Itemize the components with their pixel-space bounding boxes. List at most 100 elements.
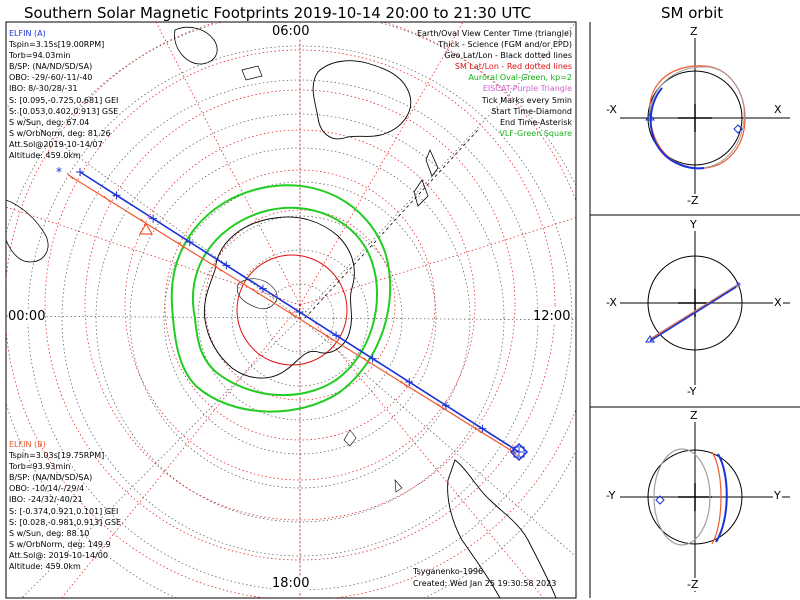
elfin-b-tick-mark	[177, 241, 185, 249]
elfin-a-altitude: Altitude: 459.0km	[9, 151, 81, 161]
ice-shelf-outline	[236, 278, 278, 310]
auroral-oval-outer	[170, 184, 392, 413]
elfin-b-gei: S: [-0.374,0.921,0.101] GEI	[9, 506, 119, 516]
elfin-b-obo: OBO: -10/14/-/29/4	[9, 484, 85, 494]
legend-item: Start Time-Diamond	[491, 106, 572, 116]
elfin-b-header: ELFIN (B)	[9, 440, 46, 449]
sm-inner-circle	[236, 254, 348, 366]
panel1-bottom-label: -Z	[686, 194, 700, 207]
elfin-a-orbit-science	[715, 453, 728, 543]
elfin-b-tspin: Tspin=3.03s[19.75RPM]	[9, 451, 105, 461]
orbit-panel-yz	[620, 420, 790, 592]
australia-outline	[312, 60, 412, 140]
orbit-gray	[653, 448, 711, 546]
elfin-a-orbit	[649, 286, 737, 342]
orbit-panel-xz	[620, 30, 790, 205]
elfin-a-sun-angle: S w/Sun, deg: 67.04	[9, 117, 90, 127]
legend-item: Thick - Science (FGM and/or EPD)	[438, 40, 572, 50]
mlt-label-left: 00:00	[8, 309, 46, 324]
elfin-b-view-center-triangle	[138, 222, 154, 235]
elfin-b-ibo: IBO: -24/32/-40/21	[9, 495, 83, 505]
earth-circle	[647, 255, 743, 351]
elfin-b-tick-mark	[66, 172, 74, 180]
elfin-b-orbit	[711, 451, 722, 545]
island-outline	[241, 65, 263, 81]
elfin-b-tick-mark	[363, 357, 371, 365]
island-outline	[394, 479, 403, 493]
sm-orbit-title: SM orbit	[661, 4, 724, 22]
sm-latitude-circles	[6, 22, 576, 598]
figure-title: Southern Solar Magnetic Footprints 2019-…	[24, 4, 532, 22]
elfin-a-torb: Torb=94.03min	[9, 51, 71, 61]
view-center-triangle	[645, 113, 655, 121]
panel2-right-label: X	[773, 296, 783, 309]
elfin-b-tick-mark	[326, 334, 333, 341]
mlt-label-bottom: 18:00	[272, 576, 310, 591]
view-center-triangle	[645, 335, 655, 343]
panel2-left-label: -X	[605, 296, 618, 309]
elfin-b-track	[66, 172, 519, 457]
elfin-a-start-square	[513, 446, 525, 458]
elfin-b-tick-mark	[252, 288, 259, 295]
legend-item: Tick Marks every 5min	[481, 95, 572, 105]
legend-item: Auroral Oval-Green, kp=2	[468, 73, 572, 83]
elfin-b-altitude: Altitude: 459.0km	[9, 562, 81, 572]
legend-item: EISCAT-Purple Triangle	[482, 84, 572, 94]
elfin-a-ibo: IBO: 8/-30/28/-31	[9, 84, 78, 94]
created-timestamp: Created: Wed Jan 25 19:30:58 2023	[413, 579, 557, 588]
legend-item: End Time-Asterisk	[499, 117, 572, 127]
elfin-a-obo: OBO: -29/-60/-11/-40	[9, 73, 93, 83]
elfin-a-bsp: B/SP: (NA/ND/SD/SA)	[9, 62, 93, 72]
elfin-a-attsol: Att.Sol@2019-10-14/07	[9, 139, 103, 149]
elfin-a-orbit-science	[649, 87, 705, 170]
elfin-b-bsp: B/SP: (NA/ND/SD/SA)	[9, 473, 93, 483]
elfin-b-tick-mark	[289, 311, 296, 318]
panel2-top-label: Y	[689, 218, 698, 231]
island-outline	[343, 429, 357, 447]
elfin-b-tick-mark	[214, 264, 222, 272]
elfin-b-attsol: Att.Sol@: 2019-10-14/00	[9, 550, 108, 560]
south-america-outline	[447, 459, 557, 598]
view-center-line	[304, 129, 479, 319]
start-diamond	[733, 124, 743, 134]
elfin-a-end-asterisk: *	[56, 165, 62, 179]
elfin-a-info: ELFIN (A) Tspin=3.15s[19.00RPM] Torb=94.…	[9, 28, 118, 161]
elfin-b-gse: S: [0.028,-0.981,0.913] GSE	[9, 517, 122, 527]
panel3-top-label: Z	[689, 409, 699, 422]
elfin-b-tick-mark	[103, 195, 111, 203]
new-zealand-south-outline	[413, 179, 429, 207]
elfin-a-header: ELFIN (A)	[9, 29, 46, 38]
polar-map: *	[6, 22, 576, 598]
asia-fragment-outline	[174, 26, 218, 65]
elfin-a-tspin: Tspin=3.15s[19.00RPM]	[9, 40, 105, 50]
end-asterisk: *	[736, 281, 741, 292]
elfin-b-tick-mark	[437, 403, 445, 411]
legend: Earth/Oval View Center Time (triangle) T…	[417, 28, 572, 139]
earth-circle	[647, 449, 743, 545]
map-frame	[5, 21, 577, 599]
start-diamond	[655, 495, 665, 505]
antarctica-coastline	[203, 216, 355, 379]
panel1-right-label: X	[773, 103, 783, 116]
elfin-b-tick-mark	[400, 380, 408, 388]
panel2-bottom-label: -Y	[686, 385, 698, 398]
elfin-a-gse: S: [0.053,0.402,0.913] GSE	[9, 106, 119, 116]
panel3-bottom-label: -Z	[686, 578, 700, 591]
legend-item: SM Lat/Lon - Red dotted lines	[454, 62, 572, 72]
earth-circle	[647, 70, 743, 166]
elfin-a-track: *	[56, 165, 529, 462]
elfin-b-tick-mark	[474, 426, 482, 434]
legend-item: Earth/Oval View Center Time (triangle)	[416, 29, 572, 38]
auroral-oval-inner	[191, 206, 379, 397]
new-zealand-north-outline	[425, 148, 439, 177]
legend-item: Geo Lat/Lon - Black dotted lines	[444, 51, 572, 61]
panel1-top-label: Z	[689, 25, 699, 38]
elfin-b-sun-angle: S w/Sun, deg: 88.10	[9, 528, 90, 538]
panel3-right-label: Y	[773, 489, 782, 502]
legend-item: VLF-Green Square	[499, 128, 572, 138]
mlt-label-right: 12:00	[533, 309, 571, 324]
elfin-a-gei: S: [0.095,-0.725,0.681] GEI	[9, 95, 119, 105]
panel3-left-label: -Y	[605, 489, 617, 502]
mlt-label-top: 06:00	[272, 24, 310, 39]
